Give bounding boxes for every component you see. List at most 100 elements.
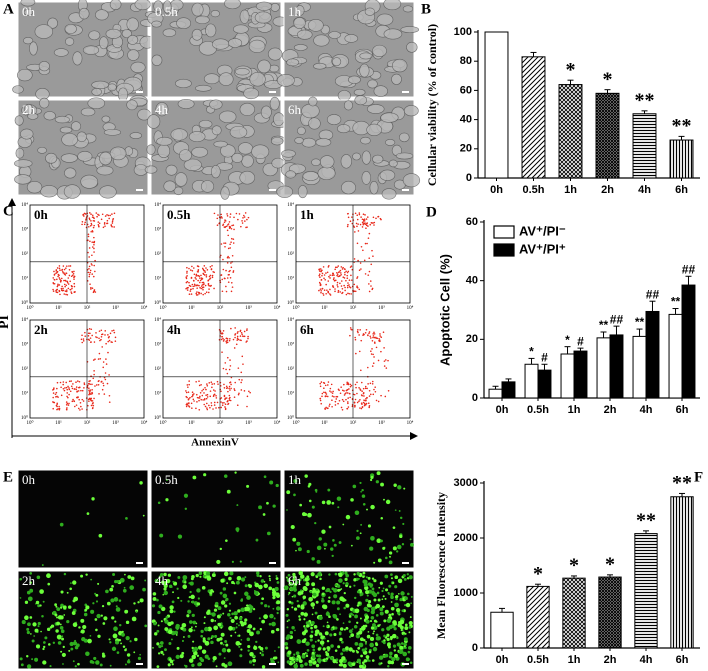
event: [349, 334, 351, 337]
cell: [34, 24, 54, 39]
significance-mark: ##: [646, 287, 660, 301]
green-spot: [291, 606, 294, 609]
event: [106, 214, 108, 216]
green-spot: [175, 654, 180, 660]
image-label: 4h: [155, 102, 169, 117]
green-spot: [46, 627, 51, 632]
green-spot: [124, 573, 126, 576]
green-spot: [396, 636, 399, 640]
event: [188, 380, 190, 382]
cell: [295, 5, 305, 16]
event: [98, 393, 100, 395]
event: [331, 392, 334, 394]
event: [190, 402, 193, 405]
green-spot: [306, 624, 310, 628]
green-spot: [268, 622, 272, 626]
event: [65, 293, 67, 296]
green-spot: [226, 648, 231, 653]
green-spot: [370, 475, 374, 480]
green-spot: [331, 554, 334, 558]
cell: [372, 44, 387, 57]
cell: [364, 7, 376, 16]
event: [90, 222, 93, 225]
event: [64, 290, 67, 292]
green-spot: [276, 628, 280, 632]
event: [83, 382, 86, 384]
green-spot: [223, 657, 226, 659]
event: [346, 225, 349, 228]
event: [368, 283, 370, 285]
event: [65, 290, 68, 293]
event: [228, 387, 230, 390]
event: [374, 386, 376, 388]
green-spot: [366, 634, 371, 639]
event: [327, 290, 329, 293]
event: [189, 290, 192, 292]
cell: [367, 79, 378, 89]
event: [337, 275, 340, 278]
event: [358, 288, 361, 291]
event: [366, 396, 368, 399]
green-spot: [126, 659, 131, 664]
event: [94, 385, 96, 387]
green-spot: [186, 614, 190, 618]
green-spot: [386, 626, 391, 631]
green-spot: [308, 662, 313, 667]
event: [225, 368, 227, 371]
event: [372, 393, 375, 396]
green-spot: [359, 627, 362, 631]
green-spot: [292, 578, 296, 582]
event: [197, 268, 200, 271]
green-spot: [67, 605, 72, 609]
event: [227, 255, 229, 258]
green-spot: [353, 584, 356, 587]
green-spot: [333, 543, 337, 547]
green-spot: [187, 609, 192, 614]
green-spot: [167, 573, 172, 577]
event: [234, 327, 236, 329]
green-spot: [160, 650, 164, 654]
green-spot: [73, 596, 79, 602]
cell: [337, 90, 351, 102]
green-spot: [110, 598, 115, 603]
green-spot: [292, 572, 296, 577]
event: [232, 270, 235, 272]
panel-label: A: [3, 1, 14, 17]
event: [65, 267, 67, 269]
cell: [64, 167, 77, 179]
event: [336, 266, 338, 269]
green-spot: [345, 626, 349, 630]
green-spot: [381, 628, 385, 632]
event: [83, 383, 86, 386]
event: [208, 382, 211, 384]
green-spot: [308, 482, 312, 486]
event: [193, 393, 195, 395]
green-spot: [317, 572, 322, 577]
green-spot: [193, 646, 199, 652]
green-spot: [201, 649, 207, 654]
green-spot: [310, 630, 314, 634]
event: [201, 286, 204, 289]
green-spot: [373, 579, 377, 583]
event: [342, 276, 345, 278]
green-spot: [177, 576, 181, 579]
event: [93, 370, 95, 372]
green-spot: [295, 651, 300, 656]
green-spot: [408, 575, 413, 580]
event: [354, 336, 356, 339]
event: [365, 218, 368, 220]
green-spot: [311, 557, 315, 561]
green-spot: [236, 622, 238, 625]
green-spot: [60, 629, 65, 634]
event: [73, 278, 75, 280]
event: [212, 408, 214, 410]
green-spot: [199, 575, 202, 578]
cell: [212, 38, 230, 50]
panel-label: F: [694, 469, 703, 485]
event: [354, 338, 357, 341]
green-spot: [263, 580, 266, 583]
green-spot: [311, 644, 316, 649]
green-spot: [26, 627, 30, 631]
image-panel: 6h: [276, 95, 421, 200]
green-spot: [19, 577, 23, 581]
